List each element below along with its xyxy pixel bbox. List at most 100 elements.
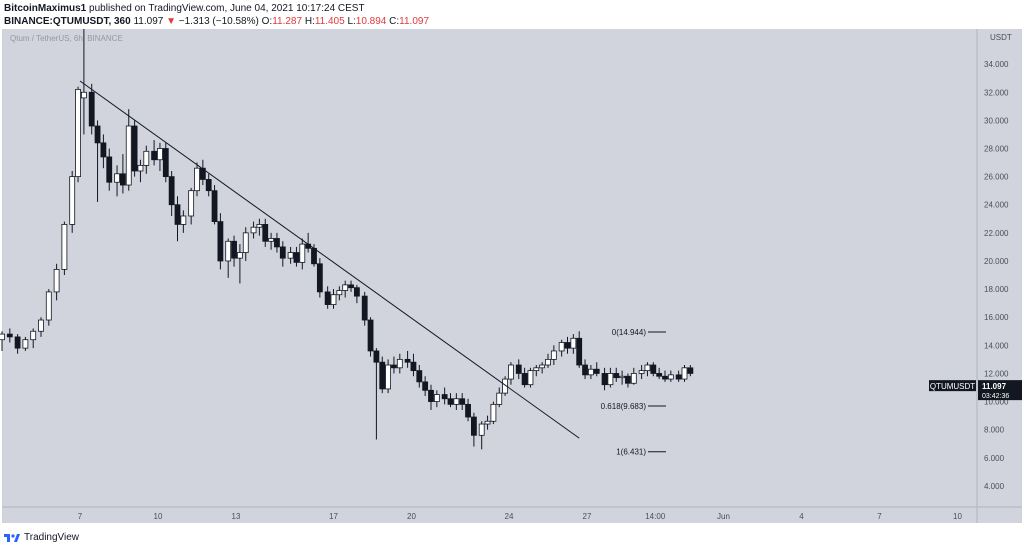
fib-level[interactable]: 0.618(9.683) [601,402,666,411]
bearish-candle [367,317,374,357]
bullish-candle [268,232,275,250]
bearish-candle [199,159,206,186]
descending-trendline[interactable] [79,80,580,439]
bullish-candle [143,145,150,174]
bearish-candle [217,213,224,270]
bearish-candle [262,218,269,247]
price-tick-label: 8.000 [984,426,1005,435]
bullish-candle [69,170,76,233]
bullish-candle [114,165,120,197]
ohlc-line: BINANCE:QTUMUSDT, 360 11.097 ▼ −1.313 (−… [4,15,429,28]
low-label: L: [347,16,356,27]
bullish-candle [30,328,37,349]
bullish-candle [681,365,688,382]
bullish-candle [342,280,349,298]
bearish-candle [564,336,571,354]
bearish-candle [106,148,113,191]
bullish-candle [496,387,503,408]
price-value-tag: 11.097 03:42:36 [978,380,1022,401]
bullish-candle [550,345,557,366]
time-tick-label: 14:00 [645,512,666,521]
symbol-interval: BINANCE:QTUMUSDT, 360 [4,16,131,27]
bearish-candle [465,398,471,422]
bullish-candle [225,238,232,278]
bullish-candle [588,365,594,380]
bearish-candle [416,365,423,388]
bearish-candle [231,235,237,267]
bullish-candle [667,370,674,382]
time-axis-ticks: 7 10 13 17 20 24 27 14:00 Jun 4 7 10 [78,512,963,521]
price-change: −1.313 (−10.58%) [178,16,259,27]
bullish-candle [157,142,163,171]
bearish-candle [582,359,588,380]
price-tick-label: 28.000 [984,145,1009,154]
bullish-candle [299,238,306,270]
bearish-candle [162,142,169,183]
bearish-candle [373,348,380,440]
bearish-candle [650,362,657,377]
bullish-candle [242,227,249,261]
time-axis-background [2,507,1022,523]
bearish-candle [279,241,286,267]
bearish-candle [613,367,620,382]
fib-level[interactable]: 0(14.944) [612,328,666,337]
symbol-watermark: Qtum / TetherUS, 6h, BINANCE [10,34,123,43]
bullish-candle [630,367,637,385]
bullish-candle [194,162,200,197]
bearish-candle [593,362,600,377]
author-name[interactable]: BitcoinMaximus1 [4,3,87,14]
last-price-tag: QTUMUSDT 11.097 03:42:36 [929,380,1022,401]
bullish-candle [180,210,187,233]
bearish-candle [316,258,323,298]
tradingview-brand: TradingView [24,532,80,543]
tradingview-logo-icon [4,533,20,542]
bearish-candle [131,120,138,177]
time-tick-label: 7 [78,512,83,521]
bearish-candle [88,83,95,135]
publish-line: BitcoinMaximus1 published on TradingView… [4,2,429,15]
fib-retracement[interactable]: 0(14.944) 0.618(9.683) 1(6.431) [601,328,666,457]
time-tick-label: 27 [583,512,592,521]
bullish-candle [644,362,651,377]
bullish-candle [75,86,81,183]
bullish-candle [287,246,294,264]
high-value: 11.405 [314,16,345,27]
bullish-candle [533,365,540,377]
price-tick-label: 32.000 [984,88,1009,97]
tradingview-footer[interactable]: TradingView [4,532,79,543]
price-tick-label: 6.000 [984,454,1005,463]
price-tick-label: 20.000 [984,257,1009,266]
bullish-candle [385,359,392,394]
bearish-candle [151,140,158,166]
time-tick-label: 17 [329,512,338,521]
bearish-candle [391,356,397,374]
price-axis-ticks: 4.000 6.000 8.000 10.000 12.000 14.000 16.000 1… [984,60,1009,491]
bullish-candle [539,362,546,374]
price-tick-label: 14.000 [984,341,1009,350]
bullish-candle [330,289,337,309]
time-tick-label: 10 [953,512,962,521]
price-tick-label: 10.000 [984,398,1009,407]
bullish-candle [508,362,514,385]
open-label: O: [261,16,273,27]
time-tick-label: 4 [799,512,804,521]
fib-level[interactable]: 1(6.431) [616,448,666,457]
bullish-candle [250,221,257,239]
bullish-candle [527,367,534,388]
bullish-candle [545,353,551,368]
bar-countdown: 03:42:36 [982,393,1009,400]
bearish-candle [94,120,101,202]
bearish-candle [601,367,608,391]
price-tick-label: 22.000 [984,229,1009,238]
svg-text:QTUMUSDT: QTUMUSDT [930,382,975,391]
price-tick-label: 26.000 [984,173,1009,182]
bearish-candle [422,376,429,396]
bullish-candle [45,289,52,326]
bullish-candle [453,393,460,410]
bearish-candle [348,280,354,292]
bearish-candle [379,356,386,394]
bullish-candle [484,415,491,430]
bearish-candle [470,412,477,447]
bearish-candle [441,387,448,405]
